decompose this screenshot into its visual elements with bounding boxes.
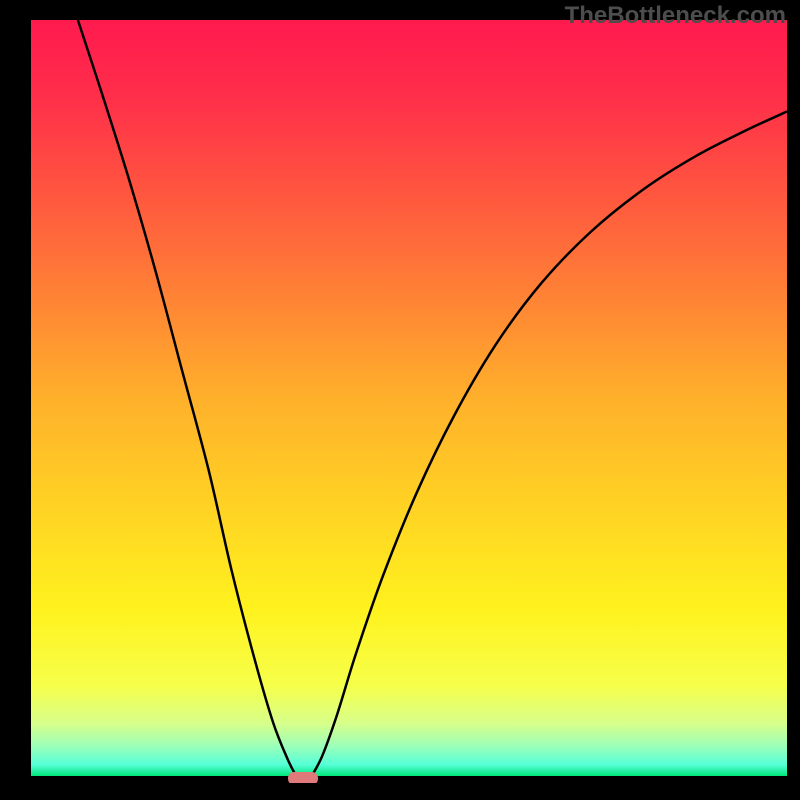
bottleneck-curve <box>31 20 787 783</box>
min-marker <box>288 772 318 783</box>
chart-container: TheBottleneck.com <box>0 0 800 800</box>
watermark-text: TheBottleneck.com <box>565 2 786 30</box>
plot-area <box>31 20 787 783</box>
